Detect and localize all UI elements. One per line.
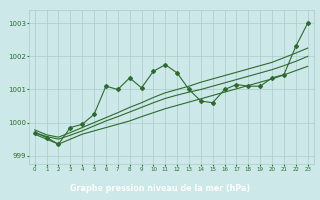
- Text: Graphe pression niveau de la mer (hPa): Graphe pression niveau de la mer (hPa): [70, 184, 250, 193]
